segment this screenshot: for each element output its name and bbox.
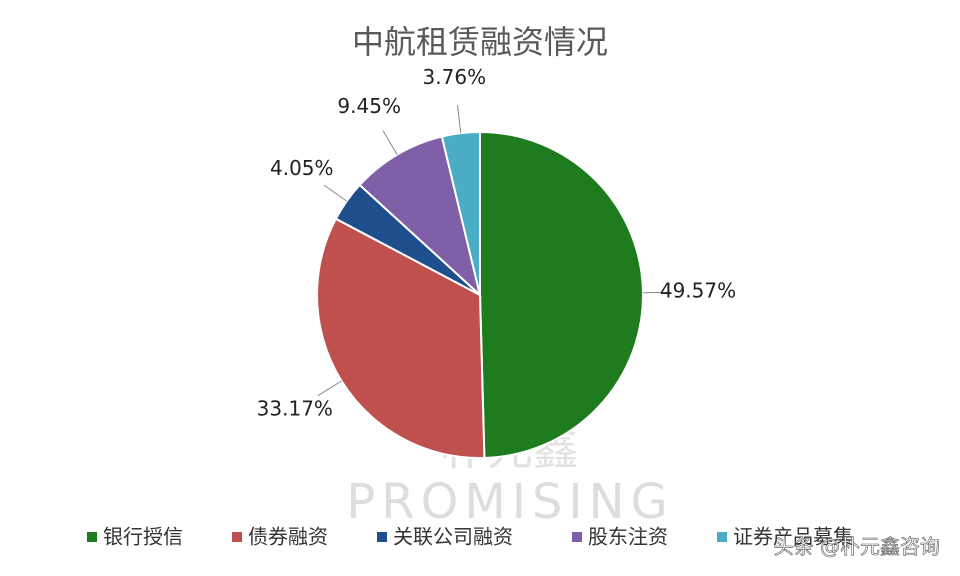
- leader-line: [323, 184, 348, 202]
- legend-swatch: [87, 532, 97, 542]
- credit: 头条 @朴元鑫咨询: [774, 535, 940, 559]
- legend-label: 债券融资: [248, 525, 328, 549]
- leader-line: [456, 105, 462, 134]
- pie-slice: [440, 130, 481, 296]
- legend-swatch: [572, 532, 582, 542]
- pie-slice: [358, 135, 482, 298]
- data-label: 4.05%: [270, 156, 334, 180]
- legend-label: 关联公司融资: [393, 525, 513, 549]
- leader-line: [382, 130, 398, 155]
- chart-title: 中航租赁融资情况: [352, 23, 608, 61]
- legend-swatch: [232, 532, 242, 542]
- legend-label: 证券产品募集: [733, 525, 853, 549]
- legend: 银行授信 债券融资 关联公司融资 股东注资 证券产品募集: [87, 525, 853, 549]
- data-label: 33.17%: [257, 397, 333, 421]
- leader-line: [317, 380, 342, 397]
- data-label: 3.76%: [423, 65, 487, 89]
- legend-label: 股东注资: [588, 525, 668, 549]
- legend-label: 银行授信: [103, 525, 183, 549]
- pie: 49.57% 33.17% 4.05% 9.45% 3.76%: [257, 65, 736, 459]
- data-label: 49.57%: [660, 279, 736, 303]
- data-label: 9.45%: [337, 94, 401, 118]
- legend-swatch: [717, 532, 727, 542]
- legend-swatch: [377, 532, 387, 542]
- pie-slice: [479, 130, 645, 459]
- watermark-brand: PROMISING: [346, 474, 673, 530]
